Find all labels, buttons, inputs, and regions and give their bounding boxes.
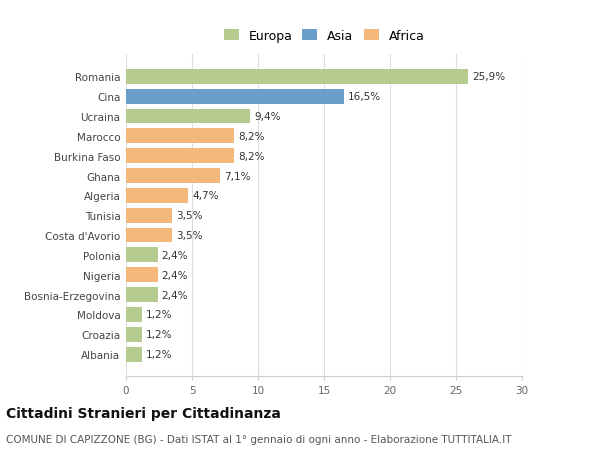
Text: 25,9%: 25,9% bbox=[472, 72, 505, 82]
Legend: Europa, Asia, Africa: Europa, Asia, Africa bbox=[220, 26, 428, 46]
Bar bbox=[126, 208, 172, 223]
Bar bbox=[126, 327, 142, 342]
Text: 16,5%: 16,5% bbox=[348, 92, 381, 102]
Bar bbox=[126, 268, 158, 283]
Text: 3,5%: 3,5% bbox=[176, 230, 203, 241]
Bar bbox=[126, 189, 188, 203]
Text: Cittadini Stranieri per Cittadinanza: Cittadini Stranieri per Cittadinanza bbox=[6, 406, 281, 420]
Text: 1,2%: 1,2% bbox=[146, 310, 172, 320]
Bar bbox=[126, 228, 172, 243]
Bar bbox=[126, 347, 142, 362]
Text: 2,4%: 2,4% bbox=[161, 270, 188, 280]
Bar bbox=[126, 129, 234, 144]
Text: 8,2%: 8,2% bbox=[238, 132, 265, 141]
Bar bbox=[126, 149, 234, 164]
Bar bbox=[126, 90, 344, 104]
Text: 2,4%: 2,4% bbox=[161, 250, 188, 260]
Text: 2,4%: 2,4% bbox=[161, 290, 188, 300]
Bar bbox=[126, 169, 220, 184]
Bar bbox=[126, 287, 158, 302]
Text: 9,4%: 9,4% bbox=[254, 112, 281, 122]
Text: 7,1%: 7,1% bbox=[224, 171, 250, 181]
Bar bbox=[126, 109, 250, 124]
Text: 3,5%: 3,5% bbox=[176, 211, 203, 221]
Text: 8,2%: 8,2% bbox=[238, 151, 265, 161]
Text: 1,2%: 1,2% bbox=[146, 349, 172, 359]
Text: 4,7%: 4,7% bbox=[192, 191, 218, 201]
Text: 1,2%: 1,2% bbox=[146, 330, 172, 340]
Bar bbox=[126, 308, 142, 322]
Bar bbox=[126, 70, 468, 84]
Bar bbox=[126, 248, 158, 263]
Text: COMUNE DI CAPIZZONE (BG) - Dati ISTAT al 1° gennaio di ogni anno - Elaborazione : COMUNE DI CAPIZZONE (BG) - Dati ISTAT al… bbox=[6, 434, 511, 444]
